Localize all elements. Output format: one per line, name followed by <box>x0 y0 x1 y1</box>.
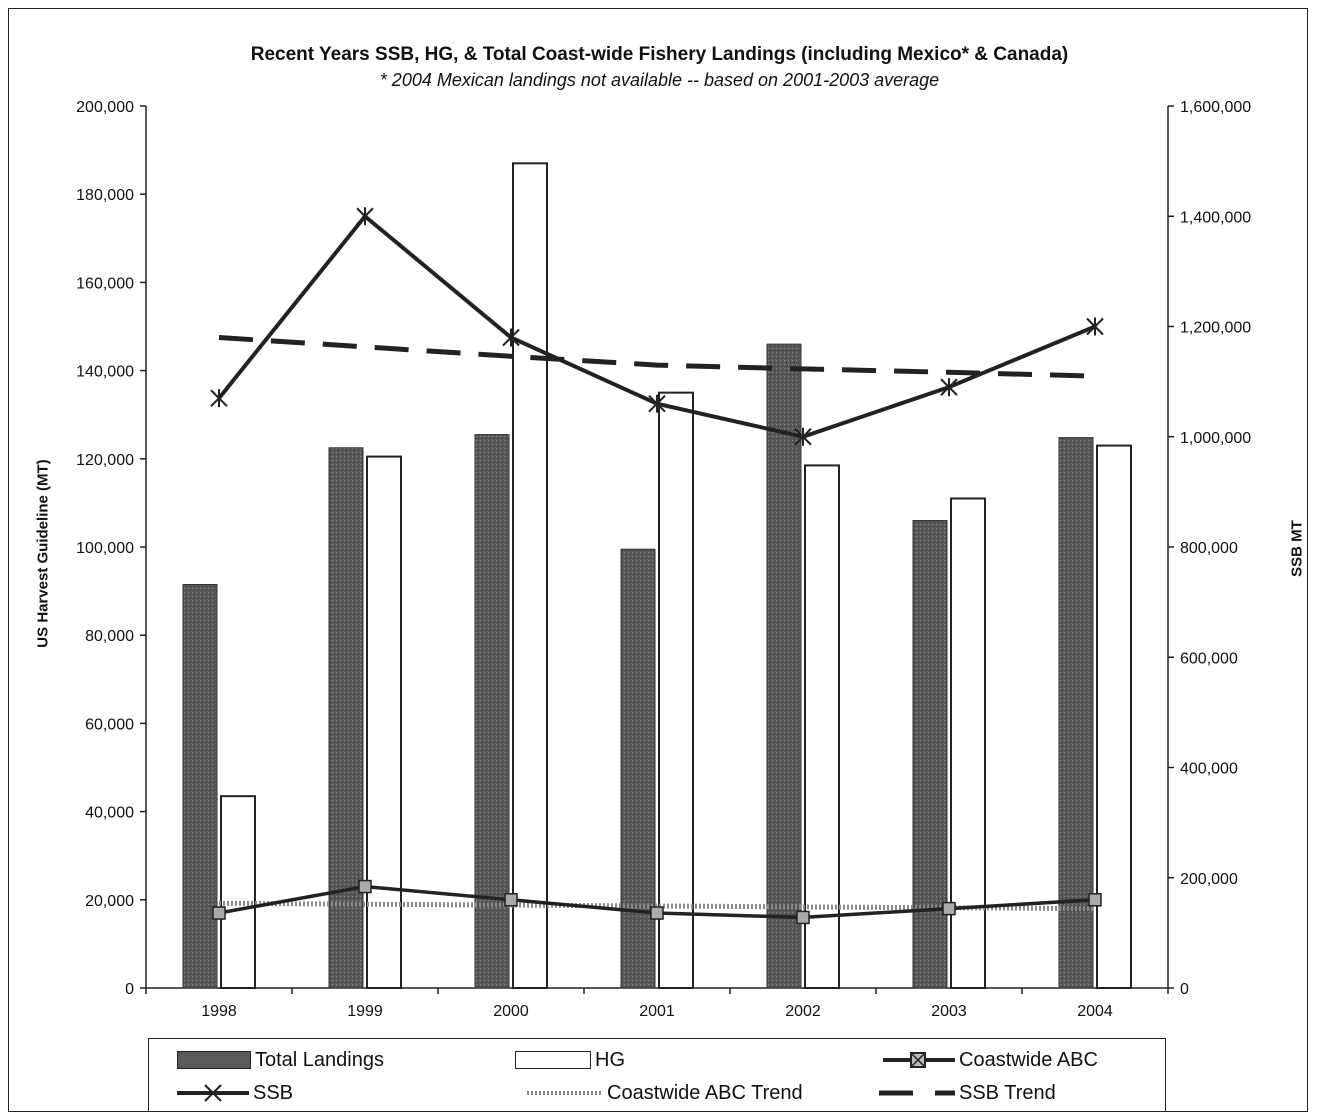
x-tick-label: 2000 <box>493 1003 529 1020</box>
legend-swatch-ssb-trend <box>879 1090 955 1096</box>
chart-legend: Total Landings HG Coastwide ABC SSB Coas… <box>148 1038 1166 1112</box>
bar-total-landings <box>620 548 656 989</box>
point-coastwide-abc <box>650 906 664 920</box>
bar-hg <box>804 464 840 990</box>
legend-swatch-ssb <box>177 1084 249 1102</box>
y-tick-label-left: 180,000 <box>76 187 134 204</box>
legend-item-total-landings: Total Landings <box>177 1046 384 1074</box>
bar-hg <box>366 455 402 990</box>
bar-hg <box>220 795 256 989</box>
x-tick-label: 2001 <box>639 1003 675 1020</box>
y-tick-label-left: 160,000 <box>76 275 134 292</box>
x-tick-label: 2004 <box>1077 1003 1113 1020</box>
bar-total-landings <box>182 583 218 989</box>
point-ssb <box>210 389 228 408</box>
bar-hg <box>1096 444 1132 989</box>
y-tick-label-left: 200,000 <box>76 99 134 116</box>
y-tick-label-left: 0 <box>125 981 134 998</box>
legend-label-total-landings: Total Landings <box>255 1048 384 1071</box>
y-tick-label-right: 1,200,000 <box>1180 320 1251 337</box>
bar-total-landings <box>328 447 364 989</box>
y-tick-label-right: 200,000 <box>1180 871 1238 888</box>
point-coastwide-abc <box>942 901 956 916</box>
x-tick-label: 2002 <box>785 1003 821 1020</box>
point-coastwide-abc <box>212 906 226 920</box>
point-ssb <box>940 378 958 397</box>
y-tick-label-right: 400,000 <box>1180 761 1238 778</box>
y-tick-label-left: 120,000 <box>76 452 134 469</box>
y-tick-label-left: 20,000 <box>85 893 134 910</box>
bar-total-landings <box>1058 437 1094 989</box>
y-tick-label-right: 1,600,000 <box>1180 99 1251 116</box>
point-coastwide-abc <box>796 910 810 925</box>
legend-label-ssb: SSB <box>253 1081 294 1104</box>
legend-label-ssb-trend: SSB Trend <box>959 1081 1056 1104</box>
legend-label-abc-trend: Coastwide ABC Trend <box>607 1081 803 1104</box>
y-axis-label-left: US Harvest Guideline (MT) <box>34 459 52 648</box>
point-ssb <box>794 427 812 446</box>
legend-item-coastwide-abc: Coastwide ABC <box>883 1046 1098 1074</box>
x-tick-label: 1999 <box>347 1003 383 1020</box>
y-tick-label-left: 140,000 <box>76 364 134 381</box>
legend-item-ssb: SSB <box>177 1079 293 1107</box>
point-ssb <box>502 328 520 347</box>
y-tick-label-left: 100,000 <box>76 540 134 557</box>
point-ssb <box>648 394 666 413</box>
legend-item-hg: HG <box>515 1046 625 1074</box>
y-tick-label-left: 40,000 <box>85 805 134 822</box>
y-tick-label-right: 1,000,000 <box>1180 430 1251 447</box>
bar-hg <box>658 391 694 989</box>
legend-swatch-abc-trend <box>527 1091 603 1095</box>
x-tick-label: 2003 <box>931 1003 967 1020</box>
legend-item-abc-trend: Coastwide ABC Trend <box>527 1079 803 1107</box>
point-ssb <box>1086 317 1104 336</box>
chart-subtitle: * 2004 Mexican landings not available --… <box>379 70 940 90</box>
y-tick-label-left: 60,000 <box>85 716 134 733</box>
y-tick-label-left: 80,000 <box>85 628 134 645</box>
bar-total-landings <box>766 343 802 989</box>
bar-hg <box>512 162 548 989</box>
y-axis-label-right: SSB MT <box>1288 520 1306 577</box>
bar-hg <box>950 497 986 989</box>
point-ssb <box>356 207 374 226</box>
y-tick-label-right: 1,400,000 <box>1180 209 1251 226</box>
point-coastwide-abc <box>504 893 518 907</box>
point-coastwide-abc <box>358 879 372 894</box>
legend-label-coastwide-abc: Coastwide ABC <box>959 1048 1098 1071</box>
chart-title: Recent Years SSB, HG, & Total Coast-wide… <box>250 44 1069 65</box>
point-coastwide-abc <box>1088 893 1102 907</box>
y-tick-label-right: 0 <box>1180 981 1189 998</box>
y-tick-label-right: 600,000 <box>1180 650 1238 667</box>
legend-item-ssb-trend: SSB Trend <box>879 1079 1056 1107</box>
y-tick-label-right: 800,000 <box>1180 540 1238 557</box>
legend-label-hg: HG <box>595 1048 625 1071</box>
legend-swatch-hg <box>515 1051 591 1069</box>
legend-swatch-total-landings <box>177 1051 251 1069</box>
legend-swatch-coastwide-abc <box>883 1052 955 1068</box>
bar-total-landings <box>912 520 948 989</box>
line-ssb-trend <box>218 335 1096 379</box>
x-tick-label: 1998 <box>201 1003 237 1020</box>
